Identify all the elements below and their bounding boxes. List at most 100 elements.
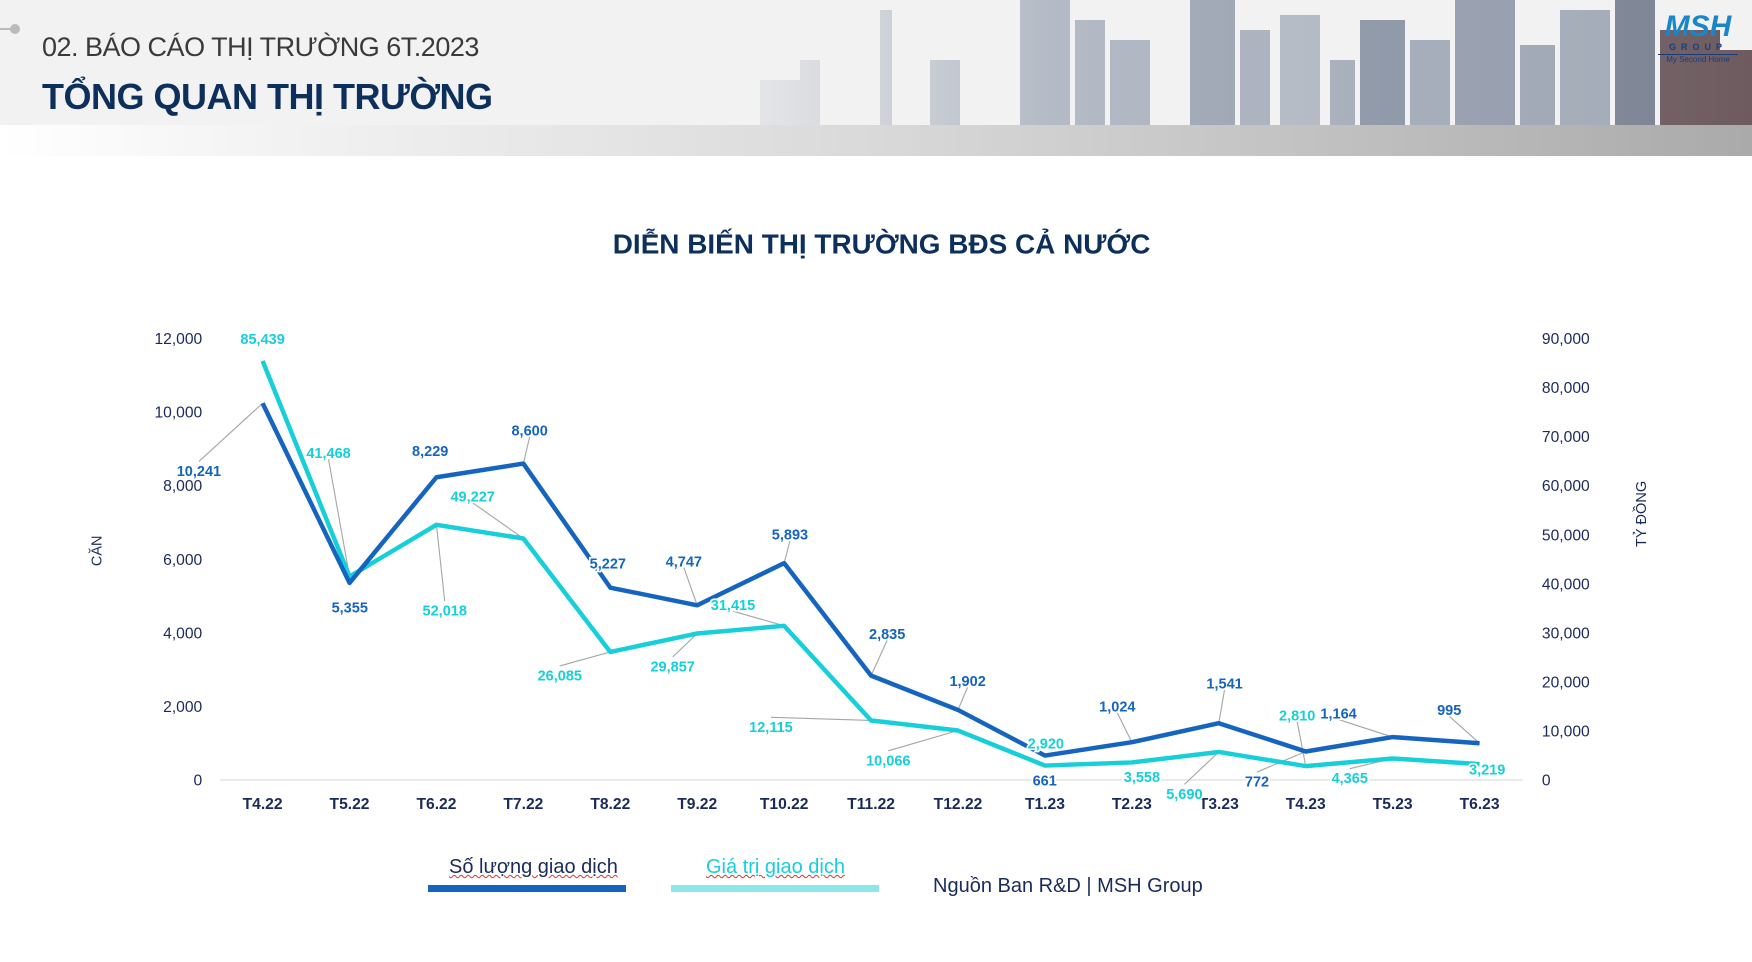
right-axis-tick: 50,000 — [1542, 527, 1590, 544]
data-label: 1,024 — [1099, 700, 1135, 716]
data-label-leader-line — [683, 567, 698, 606]
left-axis-title: CĂN — [89, 536, 106, 567]
legend-series1-label: Số lượng giao dịch — [449, 856, 618, 878]
source-note: Nguồn Ban R&D | MSH Group — [933, 875, 1203, 897]
x-axis-tick: T8.22 — [590, 796, 630, 813]
left-axis-tick: 8,000 — [163, 478, 202, 495]
data-label-leader-line — [522, 436, 531, 464]
city-skyline-image — [0, 0, 1752, 125]
data-label: 26,085 — [538, 668, 582, 684]
x-axis-tick: T1.23 — [1025, 796, 1065, 813]
x-axis-tick: T7.22 — [503, 796, 543, 813]
decorative-dot — [10, 24, 20, 34]
data-label-leader-line — [1218, 689, 1226, 724]
data-label: 41,468 — [306, 446, 350, 462]
header-gradient-band — [0, 125, 1752, 156]
data-label: 52,018 — [423, 604, 467, 620]
x-axis-tick: T3.23 — [1199, 796, 1239, 813]
data-label-leader-line — [327, 459, 351, 577]
x-axis-tick: T10.22 — [760, 796, 809, 813]
data-label: 995 — [1437, 703, 1461, 719]
left-axis-tick: 10,000 — [154, 405, 202, 422]
data-label: 8,229 — [412, 444, 448, 460]
data-label-leader-line — [888, 729, 959, 752]
data-label-leader-line — [198, 402, 263, 462]
left-axis-tick: 0 — [194, 772, 203, 789]
data-label-leader-line — [559, 651, 611, 667]
data-label-leader-line — [732, 610, 785, 627]
x-axis-tick: T4.23 — [1286, 796, 1326, 813]
data-label: 1,541 — [1206, 676, 1242, 692]
right-axis-tick: 80,000 — [1542, 380, 1590, 397]
chart-title: DIỄN BIẾN THỊ TRƯỜNG BĐS CẢ NƯỚC — [613, 228, 1151, 260]
data-label: 10,241 — [177, 464, 221, 480]
legend-series2-label: Giá trị giao dịch — [706, 856, 845, 878]
x-axis-tick: T6.22 — [416, 796, 456, 813]
legend-series2-swatch — [671, 885, 879, 892]
data-label: 85,439 — [240, 332, 284, 348]
right-axis-tick: 60,000 — [1542, 478, 1590, 495]
right-axis-tick: 40,000 — [1542, 576, 1590, 593]
series-line-transaction-value — [260, 360, 1480, 769]
msh-logo: MSH GROUP My Second Home — [1650, 12, 1746, 64]
data-label: 31,415 — [711, 598, 755, 614]
page-title: TỔNG QUAN THỊ TRƯỜNG — [42, 76, 493, 117]
data-label: 29,857 — [650, 660, 694, 676]
report-subtitle: 02. BÁO CÁO THỊ TRƯỜNG 6T.2023 — [42, 32, 479, 62]
data-label-leader-line — [1183, 751, 1220, 785]
data-label-leader-line — [472, 502, 524, 539]
data-label: 5,227 — [590, 557, 626, 573]
data-label: 4,747 — [666, 554, 702, 570]
right-axis-tick: 30,000 — [1542, 625, 1590, 642]
right-axis-tick: 0 — [1542, 772, 1551, 789]
data-label: 5,893 — [772, 528, 808, 544]
data-label: 4,365 — [1332, 771, 1368, 787]
right-axis-tick: 90,000 — [1542, 331, 1590, 348]
data-label: 2,810 — [1279, 709, 1315, 725]
left-axis-tick: 2,000 — [163, 699, 202, 716]
data-label: 3,558 — [1124, 770, 1160, 786]
legend-series1-swatch — [428, 885, 626, 892]
data-label: 8,600 — [511, 424, 547, 440]
left-axis-tick: 12,000 — [154, 331, 202, 348]
series-line-transaction-count — [260, 402, 1480, 758]
x-axis-tick: T5.23 — [1373, 796, 1413, 813]
data-label: 2,835 — [869, 627, 905, 643]
data-label: 49,227 — [450, 490, 494, 506]
data-label-leader-line — [770, 716, 872, 722]
right-axis-tick: 20,000 — [1542, 674, 1590, 691]
data-label-leader-line — [672, 633, 698, 658]
x-axis-tick: T11.22 — [847, 796, 895, 813]
data-label: 2,920 — [1028, 737, 1064, 753]
data-label-leader-line — [435, 524, 446, 602]
data-label-leader-line — [1296, 721, 1307, 767]
x-axis-tick: T12.22 — [934, 796, 983, 813]
data-label: 1,164 — [1320, 706, 1356, 722]
x-axis-tick: T6.23 — [1460, 796, 1500, 813]
right-axis-tick: 10,000 — [1542, 723, 1590, 740]
data-label: 10,066 — [866, 753, 910, 769]
left-axis-tick: 4,000 — [163, 625, 202, 642]
data-label-leader-line — [1338, 719, 1393, 738]
x-axis-tick: T5.22 — [330, 796, 370, 813]
decorative-line — [0, 28, 12, 30]
left-axis-tick: 6,000 — [163, 552, 202, 569]
header-banner: 02. BÁO CÁO THỊ TRƯỜNG 6T.2023 TỔNG QUAN… — [0, 0, 1752, 125]
data-label: 772 — [1245, 775, 1269, 791]
logo-mark: MSH — [1664, 10, 1732, 43]
data-label: 1,902 — [949, 674, 985, 690]
logo-tagline: My Second Home — [1658, 54, 1738, 64]
data-label: 3,219 — [1469, 762, 1505, 778]
data-label-leader-line — [1448, 715, 1480, 744]
right-axis-tick: 70,000 — [1542, 429, 1590, 446]
data-label-leader-line — [1116, 712, 1133, 743]
data-label-leader-line — [957, 686, 969, 711]
data-label: 5,355 — [332, 600, 368, 616]
data-label: 5,690 — [1166, 787, 1202, 803]
data-label: 661 — [1033, 773, 1057, 789]
right-axis-title: TỶ ĐỒNG — [1632, 481, 1650, 547]
data-label: 12,115 — [749, 720, 793, 736]
x-axis-tick: T9.22 — [677, 796, 717, 813]
data-label-leader-line — [783, 540, 791, 564]
